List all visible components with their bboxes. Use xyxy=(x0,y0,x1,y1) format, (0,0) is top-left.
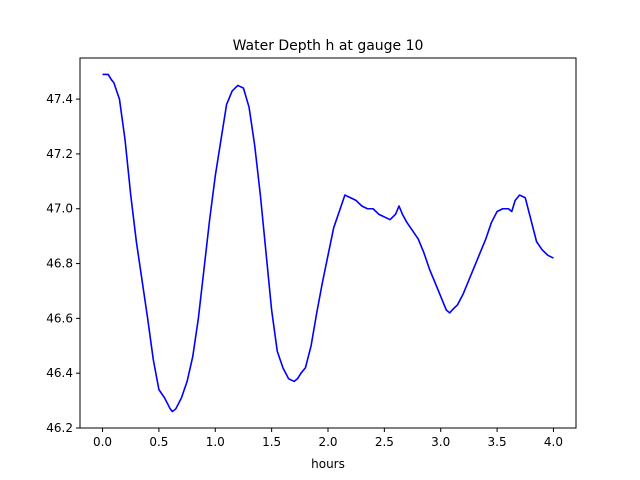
chart-title: Water Depth h at gauge 10 xyxy=(233,38,424,54)
x-tick-label: 0.5 xyxy=(149,435,168,449)
x-tick-label: 4.0 xyxy=(544,435,563,449)
y-axis: 46.2 46.4 46.6 46.8 47.0 47.2 47.4 xyxy=(46,92,80,435)
y-tick-label: 47.0 xyxy=(46,202,73,216)
x-tick-label: 3.0 xyxy=(431,435,450,449)
y-tick-label: 47.2 xyxy=(46,147,73,161)
y-tick-label: 46.4 xyxy=(46,366,73,380)
y-tick-label: 47.4 xyxy=(46,92,73,106)
x-axis-label: hours xyxy=(311,457,345,471)
x-tick-label: 3.5 xyxy=(488,435,507,449)
x-tick-label: 0.0 xyxy=(93,435,112,449)
x-tick-label: 2.5 xyxy=(375,435,394,449)
y-tick-label: 46.8 xyxy=(46,257,73,271)
y-tick-label: 46.6 xyxy=(46,311,73,325)
plot-series xyxy=(102,73,554,413)
x-tick-label: 1.5 xyxy=(262,435,281,449)
y-tick-label: 46.2 xyxy=(46,421,73,435)
x-tick-label: 2.0 xyxy=(318,435,337,449)
x-tick-label: 1.0 xyxy=(206,435,225,449)
series-line-0 xyxy=(102,73,554,413)
x-axis: 0.0 0.5 1.0 1.5 2.0 2.5 3.0 3.5 4.0 xyxy=(93,428,563,449)
